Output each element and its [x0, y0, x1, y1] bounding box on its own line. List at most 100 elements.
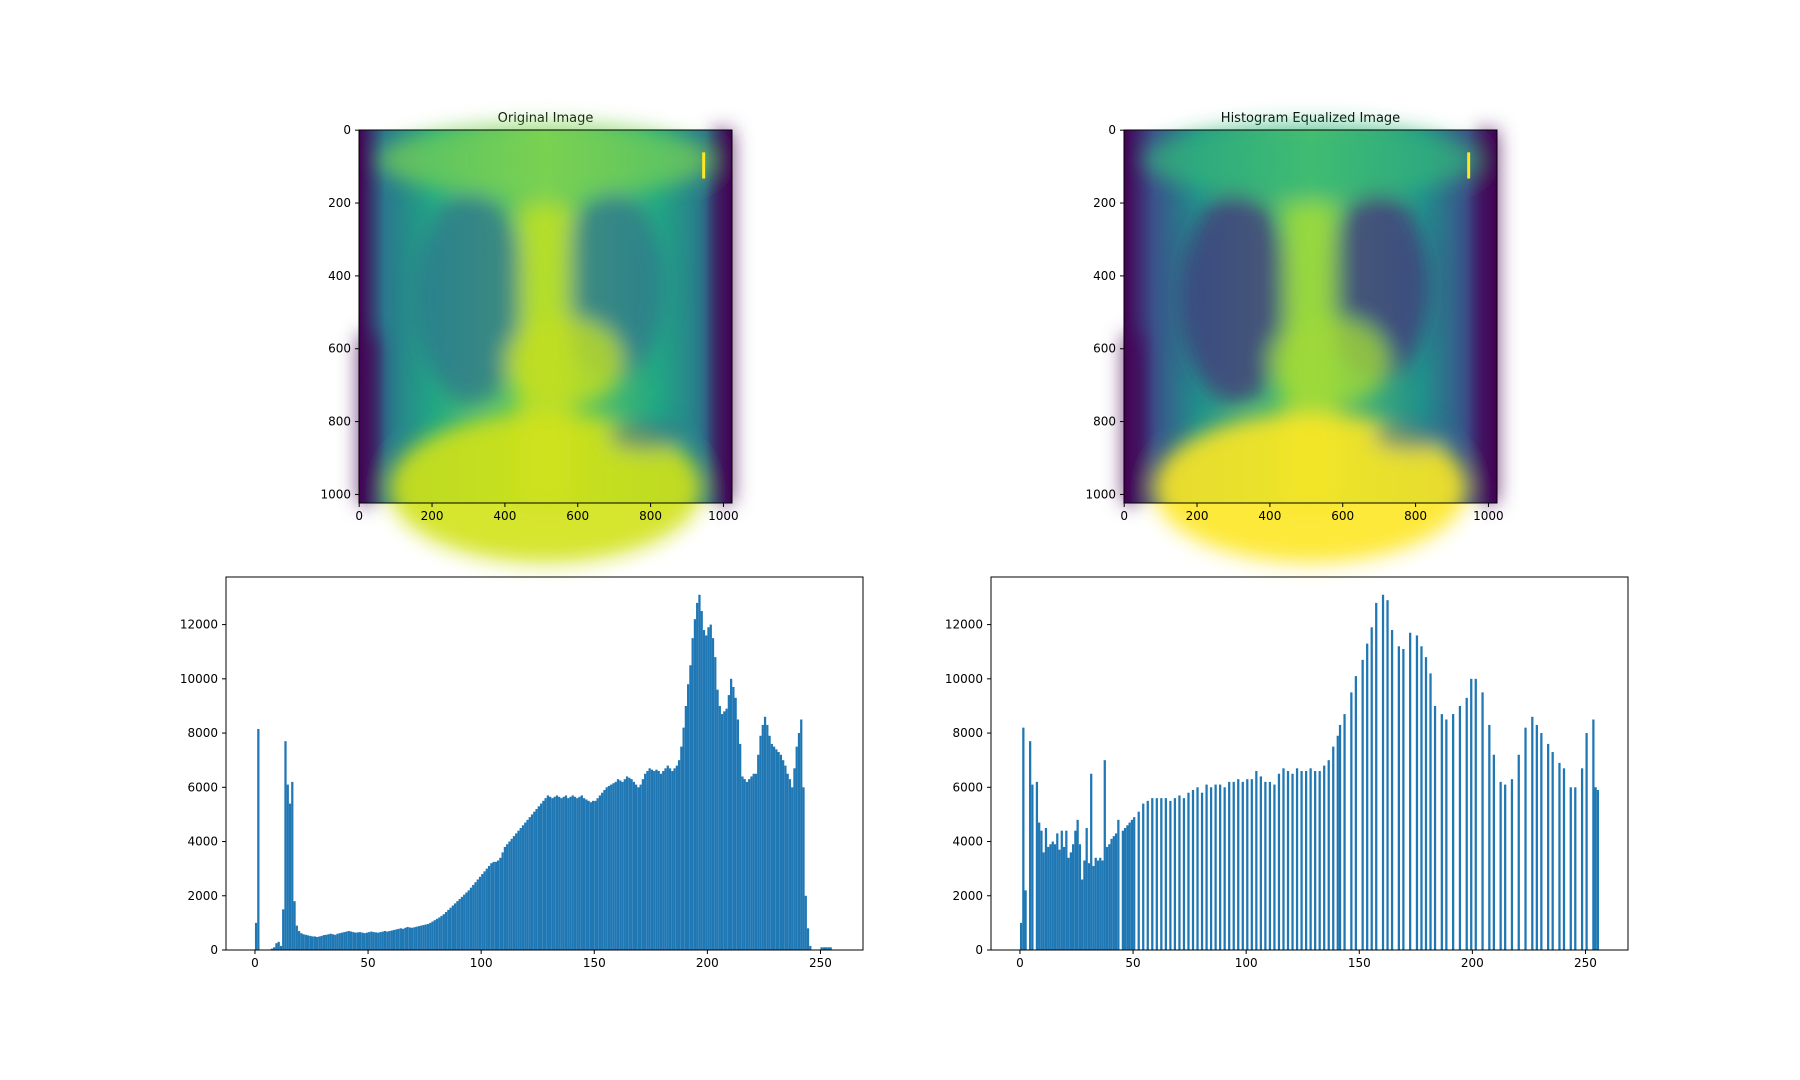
bar	[729, 678, 733, 950]
bar	[659, 773, 663, 950]
bar	[374, 932, 378, 950]
bar	[1318, 771, 1321, 950]
bar	[327, 934, 330, 950]
bar	[793, 768, 796, 950]
bar	[601, 792, 604, 950]
bar	[1110, 838, 1113, 950]
bar	[392, 929, 396, 950]
bar	[1390, 630, 1394, 950]
bar	[334, 934, 337, 950]
bar	[506, 844, 509, 950]
bar	[1259, 776, 1262, 950]
bar	[503, 846, 507, 950]
x-tick-label: 250	[809, 956, 832, 970]
axes-title: Histogram Equalized Image	[1221, 111, 1400, 126]
bar	[650, 769, 654, 950]
bar	[824, 947, 828, 950]
bar	[1592, 719, 1595, 950]
bar	[800, 719, 803, 950]
bar	[415, 926, 418, 950]
bar	[368, 932, 371, 950]
bar	[691, 638, 694, 950]
bar	[1429, 673, 1432, 950]
bar	[438, 917, 441, 950]
bar	[270, 948, 274, 950]
bar	[1295, 768, 1299, 950]
bar	[388, 931, 391, 950]
bar	[632, 781, 635, 950]
bar	[311, 936, 314, 950]
x-tick-label: 200	[696, 956, 719, 970]
bar	[1191, 790, 1195, 950]
bar	[1264, 781, 1267, 950]
bar	[1531, 716, 1534, 950]
bar	[1121, 830, 1125, 950]
bar	[1327, 760, 1330, 950]
bar	[646, 771, 649, 950]
bar	[698, 594, 701, 950]
bar	[1087, 863, 1091, 950]
bar	[1205, 784, 1208, 950]
bar	[754, 773, 758, 950]
image-detail	[1124, 122, 1497, 563]
bar	[739, 743, 742, 950]
bar	[732, 686, 735, 950]
bar	[607, 785, 611, 950]
bar	[1105, 846, 1109, 950]
bar	[257, 728, 260, 950]
bar	[411, 927, 414, 950]
image-region	[414, 193, 527, 403]
bar	[304, 934, 307, 950]
bar	[693, 619, 697, 950]
bar	[1094, 857, 1097, 950]
bar	[302, 934, 305, 950]
bar	[705, 635, 708, 950]
bar	[306, 935, 310, 950]
x-tick-label: 800	[639, 509, 662, 523]
bar	[1096, 860, 1100, 950]
bar	[1019, 922, 1023, 950]
bar	[530, 814, 534, 950]
bar	[359, 932, 362, 950]
bar	[662, 771, 665, 950]
y-tick-label: 400	[1093, 269, 1116, 283]
bar	[1504, 784, 1507, 950]
bar	[474, 882, 477, 950]
bar	[336, 933, 339, 950]
bar	[1488, 724, 1491, 950]
bar	[1112, 836, 1115, 950]
bar	[1031, 784, 1034, 950]
bar	[684, 705, 688, 950]
bar	[1060, 830, 1063, 950]
bar	[417, 926, 421, 950]
bar	[1078, 844, 1082, 950]
bar	[544, 798, 547, 950]
bar	[639, 784, 642, 950]
histogram-axes: 0 50 100 150 200 250 0 2000 4000 6000 8000 10000 120…	[180, 576, 864, 970]
image-region	[1269, 316, 1389, 407]
y-tick-label: 600	[1093, 342, 1116, 356]
bar	[580, 795, 583, 950]
bar	[395, 929, 398, 950]
bar	[309, 935, 312, 950]
bar	[716, 689, 719, 950]
bar	[454, 903, 457, 950]
bar	[1209, 787, 1213, 950]
bar	[465, 892, 468, 950]
bar	[524, 822, 527, 950]
bar	[1291, 773, 1294, 950]
bar	[736, 719, 740, 950]
bar	[1574, 787, 1577, 950]
image-region	[1153, 413, 1468, 563]
x-tick-label: 250	[1574, 956, 1597, 970]
bar	[1314, 771, 1317, 950]
bar	[422, 925, 425, 950]
bar	[585, 799, 588, 950]
bar	[1569, 787, 1572, 950]
bar	[444, 912, 448, 950]
bar	[1029, 741, 1032, 950]
bar	[356, 932, 360, 950]
bar	[492, 861, 495, 950]
bar	[616, 779, 620, 950]
bar	[1366, 643, 1369, 950]
